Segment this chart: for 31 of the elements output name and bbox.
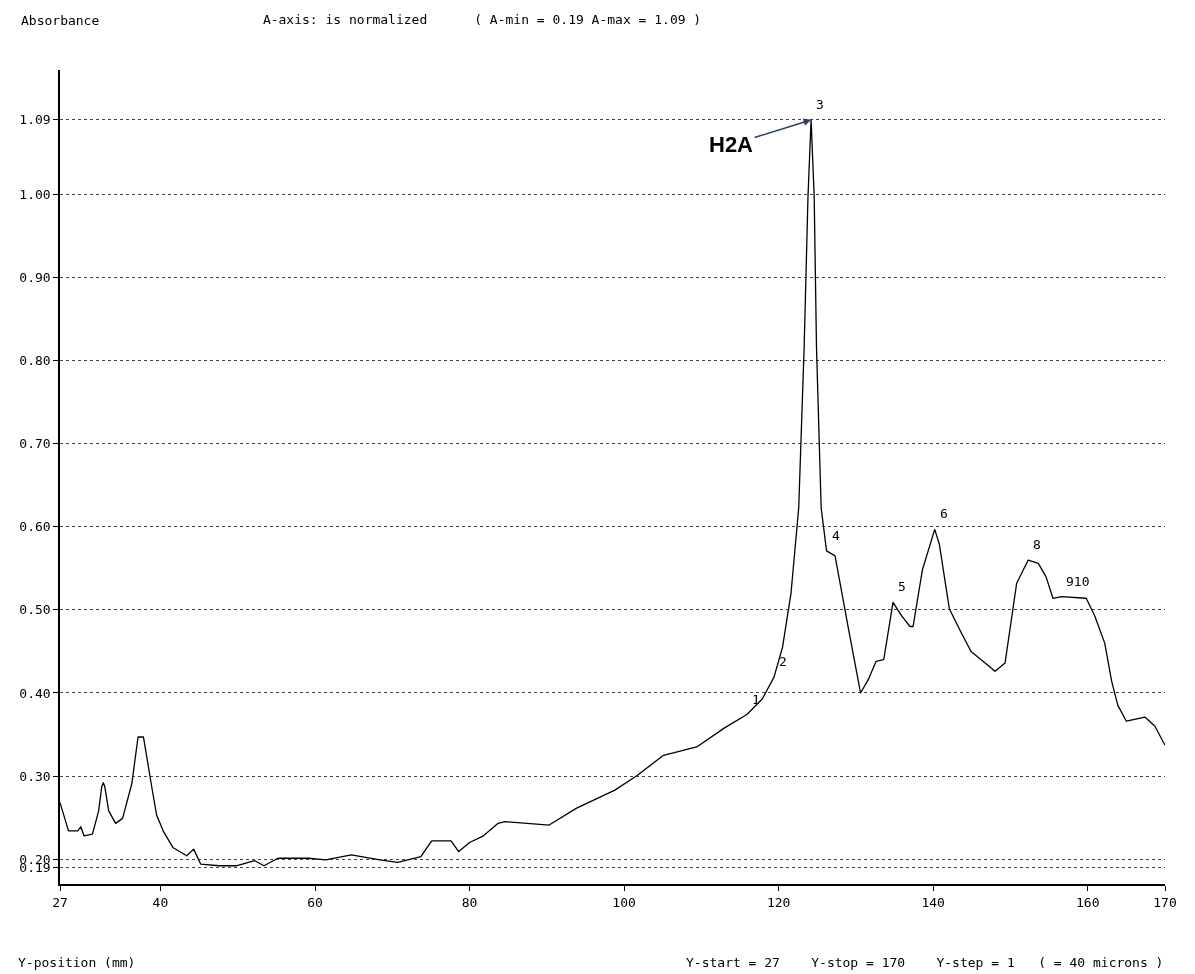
y-tick-label: 0.30 [19, 768, 51, 784]
chart-title: A-axis: is normalized ( A-min = 0.19 A-max = 1.09 ) [262, 11, 702, 27]
y-axis-title: Absorbance [21, 13, 100, 28]
x-tick-label: 160 [1075, 894, 1100, 910]
y-tick-label: 0.70 [19, 436, 51, 452]
y-tick-label: 0.50 [19, 602, 51, 618]
x-tick-label: 100 [612, 894, 636, 910]
annotation: 2 [779, 654, 787, 669]
y-tick-label: 0.60 [19, 519, 51, 535]
y-tick-label: 1.00 [19, 187, 51, 203]
x-tick-label: 27 [52, 894, 68, 910]
x-tick-label: 60 [307, 894, 323, 910]
y-tick-label: 0.90 [19, 270, 51, 286]
y-tick-label: 0.40 [19, 685, 51, 701]
y-tick-label: 1.09 [19, 112, 51, 128]
x-tick-label: 40 [152, 894, 169, 910]
annotation: 6 [940, 506, 948, 521]
annotation: 4 [832, 528, 840, 543]
x-axis-title: Y-position (mm) [18, 955, 136, 970]
y-tick-label: 0.80 [19, 353, 51, 369]
annotation: 910 [1066, 574, 1090, 589]
x-tick-label: 140 [921, 894, 945, 910]
annotation: 3 [816, 97, 824, 112]
annotation: H2A [709, 132, 754, 157]
annotation: 5 [898, 579, 906, 594]
annotation: 8 [1033, 537, 1041, 552]
text: Y-start = 27 Y-stop = 170 Y-step = 1 ( = 40 microns ) [686, 955, 1164, 970]
x-tick-label: 120 [766, 894, 791, 910]
x-tick-label: 80 [461, 894, 478, 910]
annotation: 1 [752, 692, 760, 707]
x-tick-label: 170 [1153, 894, 1177, 910]
